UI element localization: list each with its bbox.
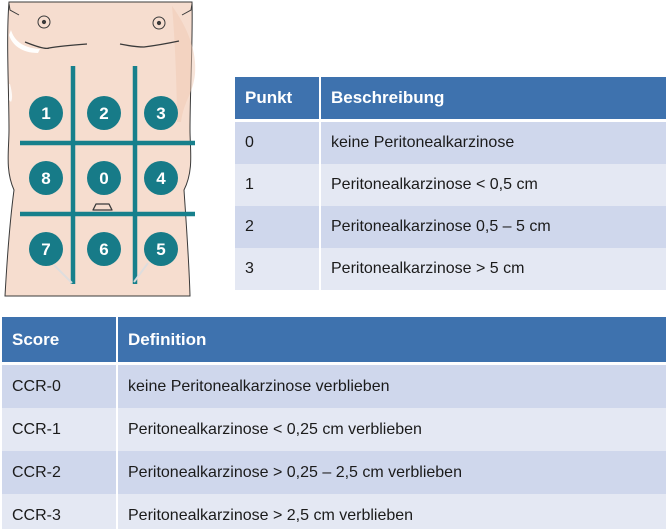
svg-text:7: 7 (41, 240, 50, 259)
svg-text:3: 3 (156, 104, 165, 123)
svg-text:8: 8 (41, 169, 50, 188)
svg-text:6: 6 (99, 240, 108, 259)
svg-text:0: 0 (99, 169, 108, 188)
svg-text:5: 5 (156, 240, 165, 259)
svg-text:2: 2 (99, 104, 108, 123)
svg-text:1: 1 (41, 104, 50, 123)
svg-text:4: 4 (156, 169, 166, 188)
